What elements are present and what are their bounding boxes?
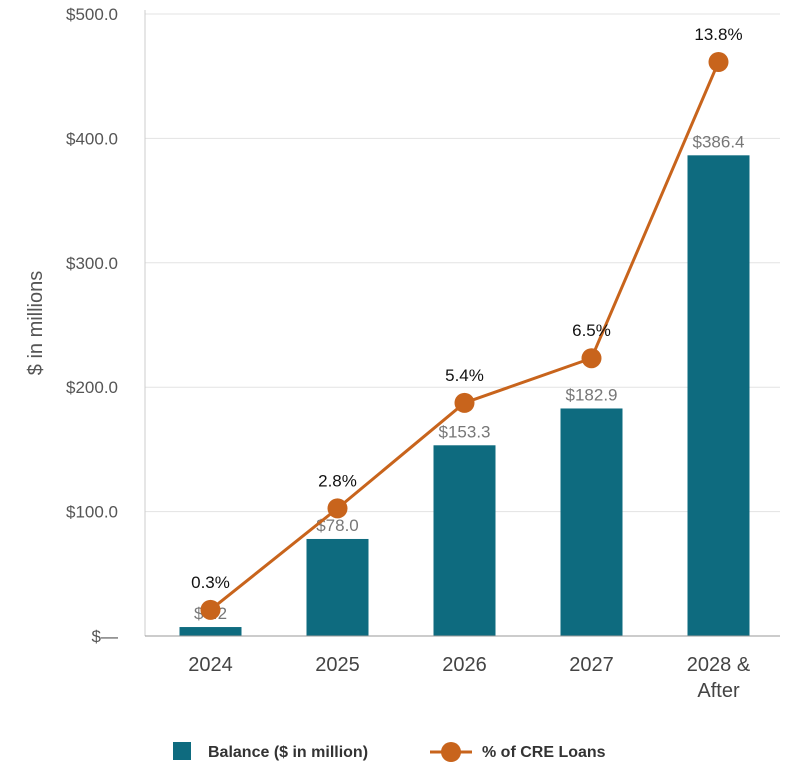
bar-value-label: $386.4 xyxy=(693,132,745,151)
bar xyxy=(687,155,750,636)
pct-value-label: 0.3% xyxy=(191,573,230,592)
gridlines xyxy=(145,13,780,513)
pct-marker xyxy=(327,498,348,519)
bar xyxy=(560,408,623,636)
y-tick-label: $300.0 xyxy=(66,254,118,273)
pct-value-label: 6.5% xyxy=(572,321,611,340)
x-tick-label: 2024 xyxy=(188,654,233,676)
y-tick-label: $200.0 xyxy=(66,378,118,397)
legend: Balance ($ in million) % of CRE Loans xyxy=(173,742,606,762)
bar-value-label: $182.9 xyxy=(566,385,618,404)
bar-value-label: $78.0 xyxy=(316,516,359,535)
y-tick-label: $500.0 xyxy=(66,5,118,24)
pct-line xyxy=(200,52,729,620)
y-tick-label: $100.0 xyxy=(66,503,118,522)
bar xyxy=(433,445,496,636)
pct-marker xyxy=(708,52,729,72)
legend-swatch-balance xyxy=(173,742,191,760)
pct-marker xyxy=(454,392,475,413)
legend-label-pct: % of CRE Loans xyxy=(482,744,606,761)
y-tick-label: $400.0 xyxy=(66,129,118,148)
bar xyxy=(306,538,369,636)
x-tick-label: 2027 xyxy=(569,654,614,676)
pct-labels: 0.3% 2.8% 5.4% 6.5% 13.8% xyxy=(191,25,742,592)
pct-marker xyxy=(581,348,602,369)
x-tick-label: 2025 xyxy=(315,654,360,676)
y-axis-ticks: $— $100.0 $200.0 $300.0 $400.0 $500.0 xyxy=(66,5,118,646)
bar-value-label: $153.3 xyxy=(439,422,491,441)
pct-value-label: 13.8% xyxy=(694,25,742,44)
x-tick-label: 2026 xyxy=(442,654,487,676)
y-axis-title: $ in millions xyxy=(25,271,47,375)
bars xyxy=(179,155,750,636)
pct-marker xyxy=(200,599,221,620)
pct-value-label: 5.4% xyxy=(445,366,484,385)
y-tick-label: $— xyxy=(92,627,118,646)
x-axis-labels: 2024 2025 2026 2027 2028 & After xyxy=(188,654,751,702)
legend-swatch-pct-marker xyxy=(441,742,461,762)
bar xyxy=(179,627,242,636)
pct-value-label: 2.8% xyxy=(318,471,357,490)
legend-label-balance: Balance ($ in million) xyxy=(208,744,368,761)
x-tick-label: 2028 & After xyxy=(687,654,751,702)
